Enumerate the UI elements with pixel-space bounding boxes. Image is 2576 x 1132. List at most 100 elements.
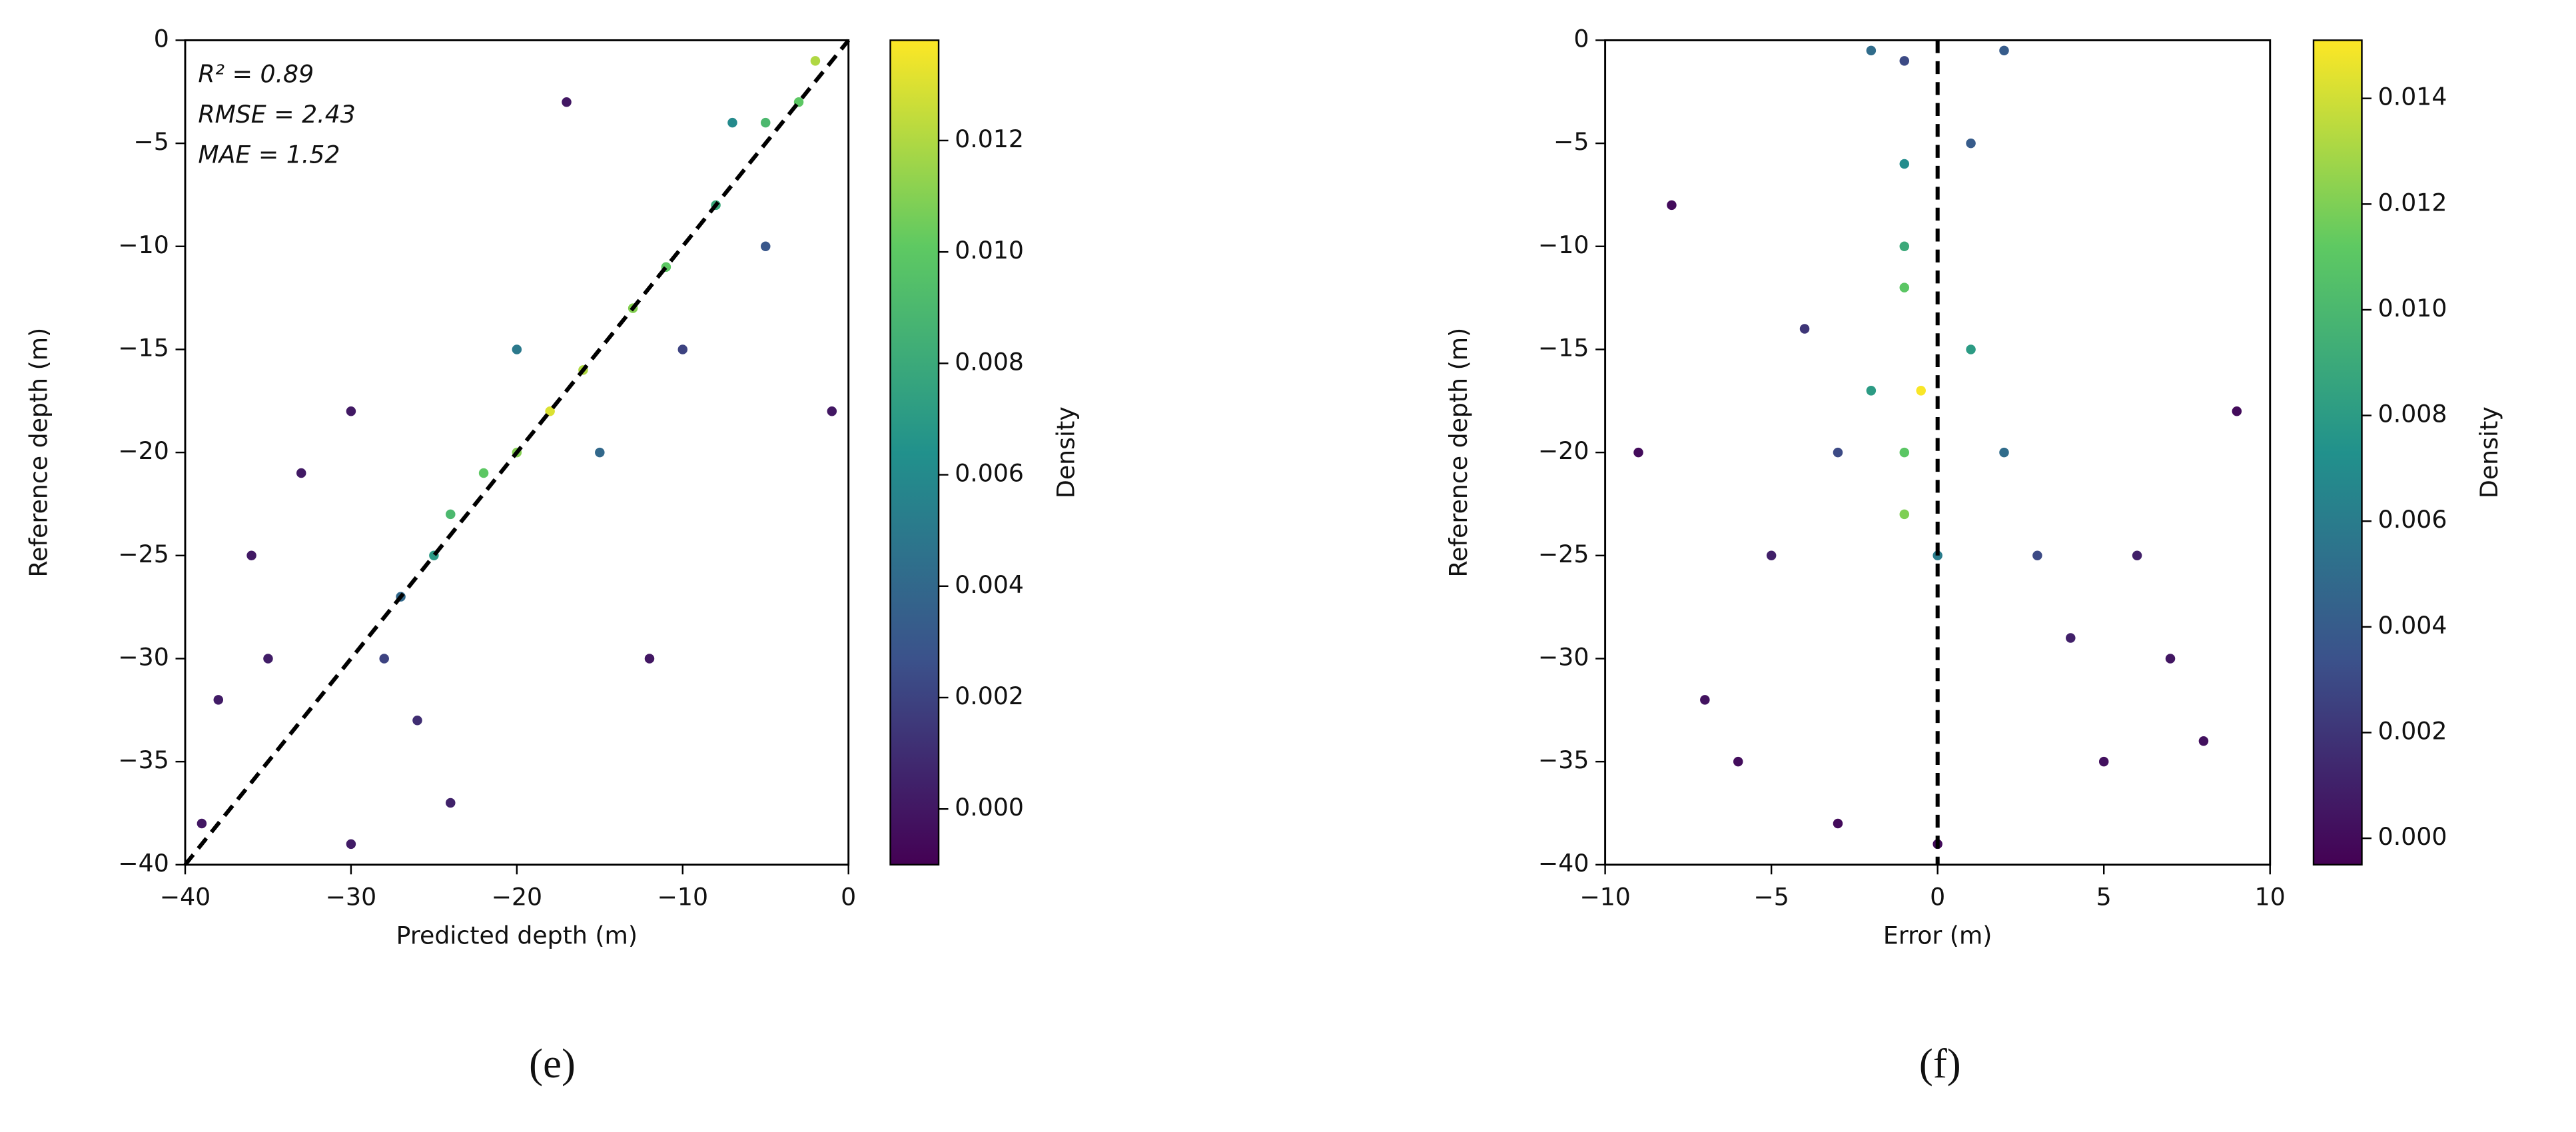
x-tick-label: −20 <box>492 883 543 911</box>
point <box>2232 406 2242 416</box>
point <box>446 509 456 520</box>
point <box>1999 447 2009 458</box>
point <box>1899 509 1910 520</box>
annotation: MAE = 1.52 <box>198 140 340 169</box>
point <box>1766 550 1777 561</box>
point <box>2066 633 2076 643</box>
point <box>2132 550 2142 561</box>
reference-line <box>183 39 851 866</box>
point <box>1633 447 1643 458</box>
point <box>545 406 555 416</box>
y-tick-label: −40 <box>1538 849 1589 877</box>
panel-label: (f) <box>1919 1040 1961 1087</box>
point <box>761 241 771 252</box>
point <box>1899 241 1910 252</box>
y-tick-label: −15 <box>1538 333 1589 362</box>
point <box>2098 756 2109 767</box>
x-tick-label: 0 <box>841 883 856 911</box>
point <box>810 56 821 66</box>
point <box>446 798 456 808</box>
y-tick-label: −5 <box>1553 127 1589 156</box>
point <box>1799 324 1810 334</box>
point <box>246 550 256 561</box>
y-tick-label: −5 <box>133 127 169 156</box>
colorbar-tick-label: 0.006 <box>2378 505 2447 534</box>
point <box>1916 386 1926 396</box>
colorbar-tick-label: 0.008 <box>2378 400 2447 428</box>
colorbar-label: Density <box>2475 406 2503 498</box>
colorbar-tick-label: 0.008 <box>955 347 1024 376</box>
y-tick-label: −40 <box>118 849 169 877</box>
colorbar-tick-label: 0.010 <box>2378 294 2447 322</box>
point <box>1899 283 1910 292</box>
point <box>1700 695 1710 705</box>
point <box>379 654 389 664</box>
point <box>1667 200 1677 211</box>
panel-label: (e) <box>529 1040 576 1087</box>
colorbar-tick-label: 0.010 <box>955 236 1024 265</box>
x-tick-label: −30 <box>326 883 377 911</box>
point <box>1966 138 1976 149</box>
y-tick-label: −25 <box>1538 540 1589 568</box>
x-tick-label: −10 <box>1579 883 1631 911</box>
point <box>2198 736 2209 746</box>
colorbar-tick-label: 0.002 <box>2378 717 2447 746</box>
colorbar <box>889 39 940 866</box>
colorbar-tick-label: 0.002 <box>955 682 1024 710</box>
point <box>346 839 356 849</box>
point <box>1733 756 1743 767</box>
point <box>197 818 207 829</box>
annotation: R² = 0.89 <box>198 60 314 89</box>
x-tick-label: −10 <box>657 883 709 911</box>
point <box>263 654 273 664</box>
point <box>644 654 655 664</box>
colorbar-tick-label: 0.012 <box>2378 188 2447 217</box>
point <box>1999 45 2009 56</box>
colorbar-tick-label: 0.012 <box>955 125 1024 153</box>
colorbar-tick-label: 0.004 <box>955 570 1024 599</box>
point <box>595 447 605 458</box>
x-tick-label: −40 <box>160 883 211 911</box>
y-tick-label: −30 <box>1538 642 1589 671</box>
y-tick-label: −10 <box>118 231 169 259</box>
colorbar-tick-label: 0.014 <box>2378 83 2447 111</box>
colorbar-tick-label: 0.000 <box>955 793 1024 822</box>
point <box>761 117 771 128</box>
colorbar-tick-label: 0.004 <box>2378 611 2447 640</box>
y-tick-label: −30 <box>118 642 169 671</box>
point <box>1899 56 1910 66</box>
x-tick-label: −5 <box>1753 883 1789 911</box>
point <box>1899 447 1910 458</box>
point <box>827 406 837 416</box>
point <box>1833 447 1843 458</box>
annotation: RMSE = 2.43 <box>198 100 356 129</box>
point <box>2165 654 2176 664</box>
point <box>213 695 224 705</box>
y-tick-label: −35 <box>118 746 169 774</box>
point <box>2032 550 2042 561</box>
point <box>1833 818 1843 829</box>
y-tick-label: −10 <box>1538 231 1589 259</box>
y-tick-label: 0 <box>154 24 169 53</box>
point <box>562 97 572 107</box>
colorbar-tick-label: 0.000 <box>2378 822 2447 851</box>
point <box>512 344 522 354</box>
y-axis-label: Reference depth (m) <box>1444 328 1473 578</box>
colorbar-tick-label: 0.006 <box>955 459 1024 488</box>
x-axis-label: Predicted depth (m) <box>396 921 638 950</box>
x-tick-label: 10 <box>2255 883 2286 911</box>
point <box>296 468 306 478</box>
point <box>677 344 688 354</box>
y-tick-label: −20 <box>118 436 169 465</box>
y-axis-label: Reference depth (m) <box>24 328 53 578</box>
y-tick-label: 0 <box>1573 24 1589 53</box>
x-axis-label: Error (m) <box>1883 921 1992 950</box>
x-tick-label: 5 <box>2096 883 2112 911</box>
colorbar <box>2312 39 2363 866</box>
point <box>1899 159 1910 169</box>
y-tick-label: −25 <box>118 540 169 568</box>
point <box>346 406 356 416</box>
point <box>412 716 422 726</box>
